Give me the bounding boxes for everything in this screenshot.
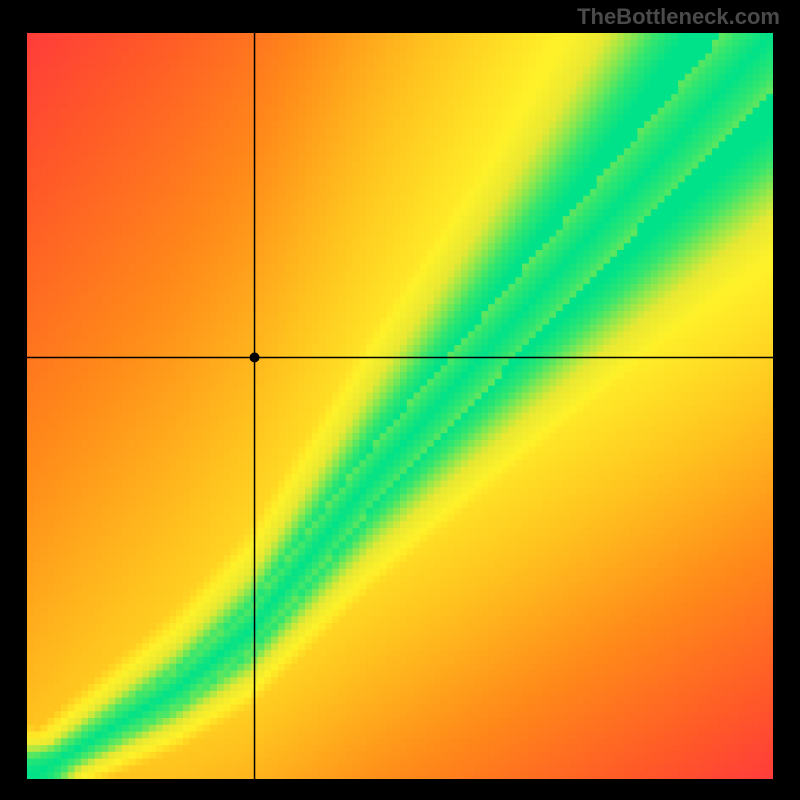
watermark-text: TheBottleneck.com: [577, 4, 780, 30]
heatmap-plot: [27, 33, 773, 779]
heatmap-canvas: [27, 33, 773, 779]
